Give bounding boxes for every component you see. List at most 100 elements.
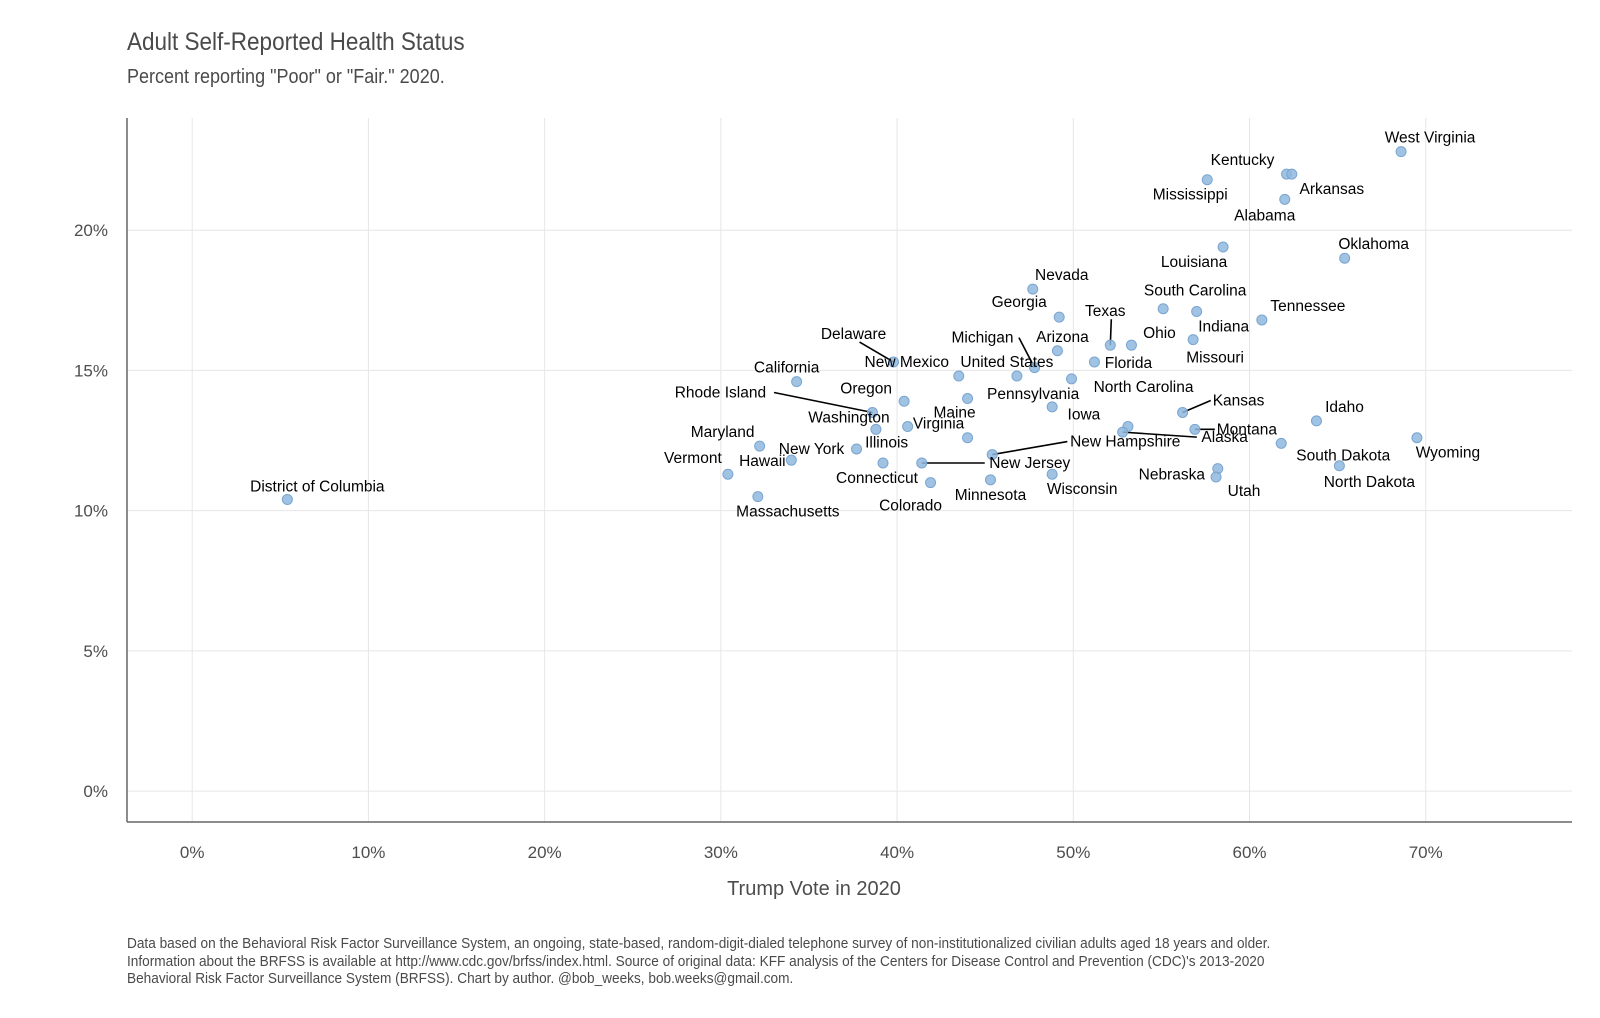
data-point — [962, 432, 974, 444]
data-point — [962, 392, 974, 404]
point-label: Virginia — [913, 416, 965, 433]
data-point — [902, 421, 914, 433]
data-point — [984, 474, 996, 486]
caption-line: Data based on the Behavioral Risk Factor… — [127, 936, 1271, 952]
data-point — [1339, 252, 1351, 264]
data-point — [1256, 314, 1268, 326]
data-point — [1046, 401, 1058, 413]
data-point — [791, 376, 803, 388]
data-point — [870, 423, 882, 435]
data-point — [1125, 339, 1137, 351]
data-point — [953, 370, 965, 382]
point-label: Wyoming — [1416, 445, 1480, 462]
point-label: Rhode Island — [675, 385, 766, 402]
caption-line: Information about the BRFSS is available… — [127, 953, 1265, 970]
data-point — [752, 491, 764, 503]
caption-line: Behavioral Risk Factor Surveillance Syst… — [127, 971, 794, 987]
chart-subtitle: Percent reporting "Poor" or "Fair." 2020… — [127, 66, 445, 88]
x-tick-label: 40% — [880, 843, 914, 862]
point-label: Mississippi — [1153, 187, 1228, 204]
point-label: Vermont — [664, 450, 722, 467]
point-label: Arizona — [1036, 329, 1089, 346]
point-label: Utah — [1228, 483, 1261, 500]
point-label: Iowa — [1068, 407, 1101, 424]
x-tick-label: 60% — [1233, 843, 1267, 862]
data-point — [1046, 468, 1058, 480]
point-label: Kansas — [1213, 393, 1265, 410]
point-label: Georgia — [992, 294, 1048, 311]
data-point — [1411, 432, 1423, 444]
data-point — [1275, 437, 1287, 449]
caption: Data based on the Behavioral Risk Factor… — [127, 936, 1270, 989]
point-label: Oklahoma — [1338, 236, 1409, 253]
point-label: Delaware — [821, 326, 886, 343]
point-label: Colorado — [879, 498, 942, 515]
chart-title: Adult Self-Reported Health Status — [127, 28, 465, 56]
point-label: Minnesota — [955, 487, 1027, 504]
point-label: Nevada — [1035, 267, 1089, 284]
point-label: District of Columbia — [250, 478, 385, 495]
data-point — [1104, 339, 1116, 351]
point-label: North Carolina — [1094, 379, 1194, 396]
point-label: Massachusetts — [736, 504, 840, 521]
point-label: North Dakota — [1324, 474, 1416, 491]
data-point — [722, 468, 734, 480]
axes: 0% 10% 20% 30% 40% 50% 60% 70% 0% 5% 10% 15% 20% — [74, 118, 1572, 862]
x-axis-title: Trump Vote in 2020 — [727, 878, 901, 900]
data-point — [1053, 311, 1065, 323]
data-point — [851, 443, 863, 455]
point-label: Missouri — [1186, 350, 1244, 367]
leader-line — [773, 391, 873, 414]
scatter-plot: 0% 10% 20% 30% 40% 50% 60% 70% 0% 5% 10% 15% 20% Dis… — [74, 118, 1572, 900]
data-point — [1177, 407, 1189, 419]
data-point — [986, 449, 998, 461]
data-point — [898, 395, 910, 407]
y-tick-label: 15% — [74, 361, 108, 380]
point-label: California — [754, 360, 820, 377]
point-label: Louisiana — [1161, 254, 1228, 271]
data-point — [1027, 283, 1039, 295]
point-label: Kentucky — [1211, 152, 1275, 169]
x-tick-label: 50% — [1056, 843, 1090, 862]
leader-line — [859, 341, 894, 363]
x-tick-label: 0% — [180, 843, 205, 862]
point-label: West Virginia — [1385, 130, 1476, 147]
y-tick-label: 0% — [83, 782, 108, 801]
data-points — [281, 146, 1423, 505]
point-label: New Mexico — [865, 354, 949, 371]
point-label: Wisconsin — [1047, 481, 1118, 498]
data-point — [1279, 193, 1291, 205]
point-label: Hawaii — [739, 453, 786, 470]
leader-line — [1122, 431, 1197, 438]
point-label: Texas — [1085, 303, 1126, 320]
data-point — [1029, 362, 1041, 374]
y-tick-label: 20% — [74, 221, 108, 240]
point-label: New Hampshire — [1070, 434, 1180, 451]
data-point — [1395, 146, 1407, 158]
data-point — [1066, 373, 1078, 385]
data-point — [1117, 426, 1129, 438]
data-point — [888, 356, 900, 368]
point-label: Connecticut — [836, 470, 919, 487]
x-tick-label: 70% — [1409, 843, 1443, 862]
y-tick-label: 5% — [83, 642, 108, 661]
data-point — [916, 457, 928, 469]
x-tick-label: 30% — [704, 843, 738, 862]
data-point — [1157, 303, 1169, 315]
data-point — [925, 477, 937, 489]
point-label: Pennsylvania — [987, 386, 1080, 403]
point-label: Arkansas — [1299, 181, 1364, 198]
data-point — [1187, 334, 1199, 346]
point-label: Illinois — [865, 435, 908, 452]
data-point — [1286, 168, 1298, 180]
x-tick-label: 20% — [528, 843, 562, 862]
point-label: Maine — [933, 404, 975, 421]
y-tick-label: 10% — [74, 502, 108, 521]
data-point — [1310, 415, 1322, 427]
point-label: Alaska — [1201, 429, 1248, 446]
data-point — [1191, 306, 1203, 318]
data-point — [785, 454, 797, 466]
point-label: Washington — [808, 409, 889, 426]
point-label: Montana — [1217, 421, 1278, 438]
point-label: South Dakota — [1296, 447, 1390, 464]
